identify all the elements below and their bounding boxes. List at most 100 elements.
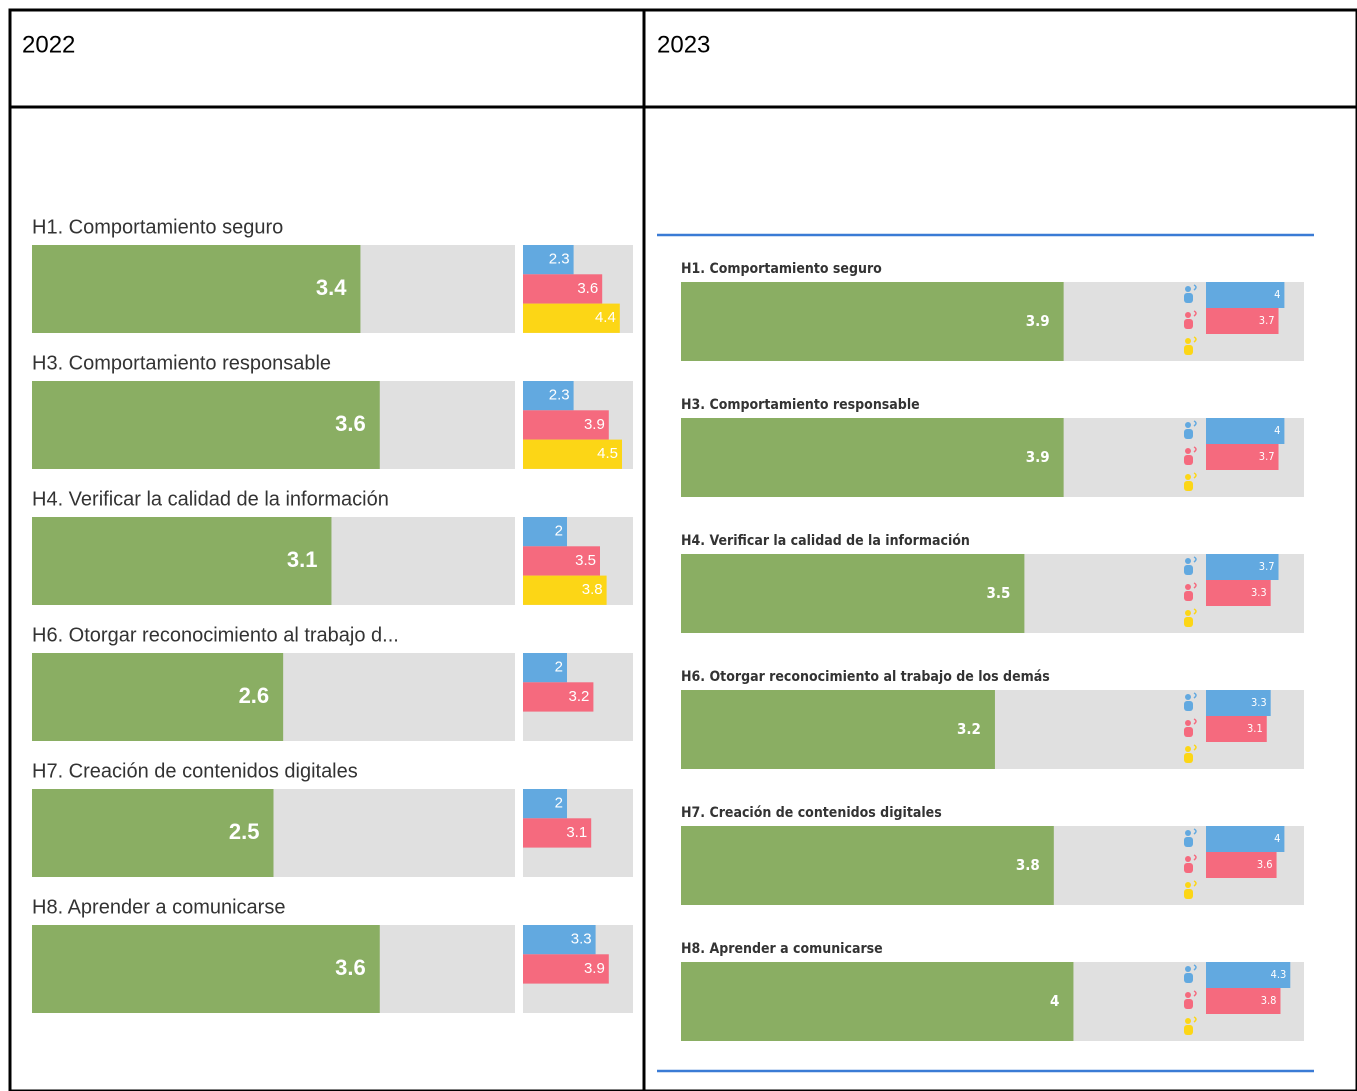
icon (1184, 889, 1193, 899)
icon (1185, 422, 1191, 428)
value-label: 3.1 (1247, 722, 1263, 735)
icon (1185, 558, 1191, 564)
bar (681, 554, 1025, 633)
value-label: 3.8 (582, 581, 603, 598)
bar (1206, 852, 1277, 878)
bar (523, 575, 607, 605)
value-label: 3.7 (1259, 560, 1275, 573)
value-label: 3.8 (1261, 994, 1277, 1007)
icon (1184, 481, 1193, 491)
bar (1206, 716, 1267, 742)
value-label: 2.3 (549, 251, 570, 268)
value-label: 3.6 (335, 955, 366, 980)
value-label: 3.2 (569, 688, 590, 705)
icon (1184, 727, 1193, 737)
value-label: 3.3 (1251, 696, 1267, 709)
value-label: 3.8 (1016, 856, 1040, 874)
icon (1185, 992, 1191, 998)
category-label: H4. Verificar la calidad de la informaci… (681, 533, 970, 549)
bar (32, 381, 380, 469)
table-border (8, 8, 1357, 1091)
value-label: 3.2 (957, 720, 981, 738)
value-label: 3.7 (1259, 450, 1275, 463)
value-label: 3.9 (1026, 448, 1050, 466)
bar (681, 962, 1074, 1041)
bar (523, 410, 609, 440)
category-label: H8. Aprender a comunicarse (32, 896, 285, 918)
icon (1185, 966, 1191, 972)
bar (681, 418, 1064, 497)
bar (523, 954, 609, 984)
category-label: H7. Creación de contenidos digitales (681, 805, 942, 821)
icon (1184, 319, 1193, 329)
icon (1184, 863, 1193, 873)
value-label: 2.6 (239, 683, 270, 708)
value-label: 3.3 (571, 931, 592, 948)
category-label: H8. Aprender a comunicarse (681, 941, 883, 957)
icon (1185, 448, 1191, 454)
icon (1193, 854, 1197, 861)
icon (1185, 286, 1191, 292)
icon (1184, 429, 1193, 439)
bar (523, 682, 594, 712)
category-label: H4. Verificar la calidad de la informaci… (32, 488, 389, 510)
value-label: 2 (555, 523, 563, 540)
icon (1193, 744, 1197, 751)
icon (1185, 338, 1191, 344)
category-label: H3. Comportamiento responsable (681, 397, 920, 413)
bar (1206, 554, 1279, 580)
value-label: 2.3 (549, 387, 570, 404)
icon (1184, 999, 1193, 1009)
value-label: 3.1 (287, 547, 318, 572)
value-label: 4 (1050, 992, 1059, 1010)
bar (523, 245, 574, 275)
bar (523, 439, 622, 469)
icon (1193, 472, 1197, 479)
icon (1193, 446, 1197, 453)
bar (1206, 690, 1271, 716)
value-label: 3.1 (566, 824, 587, 841)
icon (1184, 345, 1193, 355)
icon (1185, 474, 1191, 480)
bar (523, 381, 574, 411)
icon (1184, 293, 1193, 303)
bar (32, 245, 361, 333)
bar (1206, 962, 1291, 988)
bar (1206, 308, 1279, 334)
value-label: 3.4 (316, 275, 347, 300)
bar (681, 826, 1054, 905)
value-label: 4.4 (595, 309, 616, 326)
icon (1185, 856, 1191, 862)
icon (1184, 617, 1193, 627)
bar (1206, 988, 1281, 1014)
value-label: 4.3 (1271, 968, 1287, 981)
bar (523, 546, 600, 576)
value-label: 3.5 (575, 552, 596, 569)
icon (1184, 1025, 1193, 1035)
bar (1206, 444, 1279, 470)
value-label: 4.5 (597, 445, 618, 462)
icon (1193, 718, 1197, 725)
category-label: H6. Otorgar reconocimiento al trabajo d.… (32, 624, 399, 646)
icon (1193, 828, 1197, 835)
bar (1206, 282, 1285, 308)
category-label: H3. Comportamiento responsable (32, 352, 331, 374)
icon (1185, 610, 1191, 616)
icon (1185, 584, 1191, 590)
category-label: H7. Creación de contenidos digitales (32, 760, 358, 782)
category-label: H6. Otorgar reconocimiento al trabajo de… (681, 669, 1050, 685)
icon (1193, 310, 1197, 317)
bar (681, 690, 995, 769)
icon (1193, 556, 1197, 563)
icon (1185, 830, 1191, 836)
icon (1184, 701, 1193, 711)
bar (523, 789, 567, 819)
icon (1193, 336, 1197, 343)
icon (1193, 692, 1197, 699)
bar (523, 303, 620, 333)
value-label: 3.7 (1259, 314, 1275, 327)
value-label: 4 (1274, 832, 1280, 845)
category-label: H1. Comportamiento seguro (32, 216, 283, 238)
icon (1184, 837, 1193, 847)
